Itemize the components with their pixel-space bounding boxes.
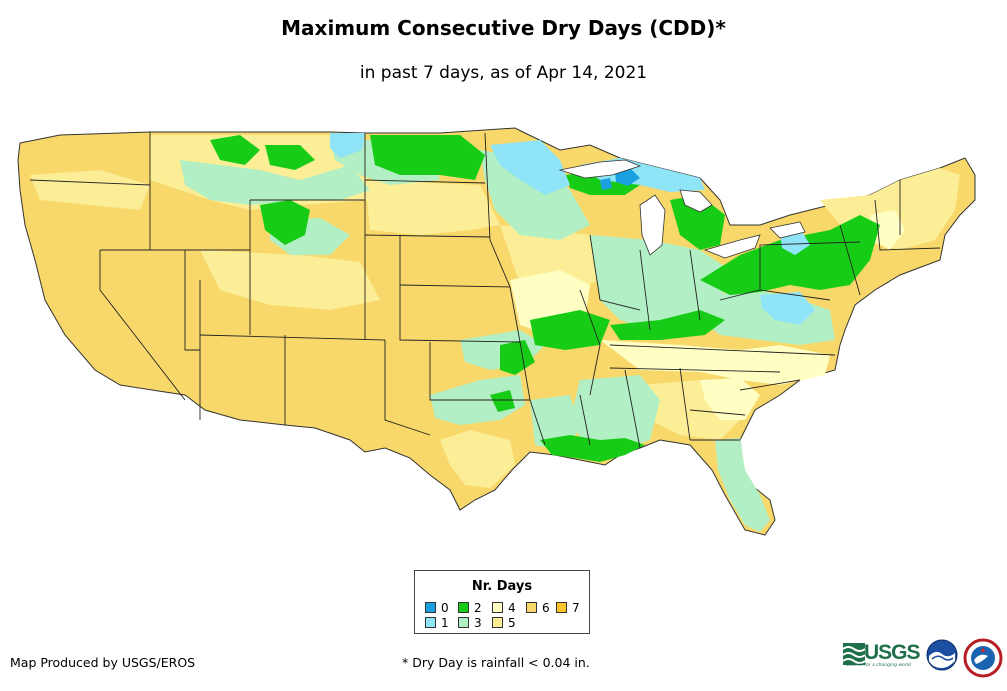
cdd-2-regions bbox=[210, 135, 880, 462]
legend-item-1: 1 bbox=[425, 617, 449, 629]
cdd-0-regions bbox=[600, 168, 640, 190]
usgs-logo-icon bbox=[843, 643, 865, 665]
legend-swatch bbox=[556, 602, 567, 613]
legend-swatch bbox=[526, 602, 537, 613]
state-boundaries bbox=[29, 132, 941, 449]
legend-item-4: 4 bbox=[492, 602, 516, 614]
noaa-logo-icon bbox=[926, 639, 958, 671]
legend-item-5: 5 bbox=[492, 617, 516, 629]
legend-item-3: 3 bbox=[458, 617, 482, 629]
us-cdd-map bbox=[17, 127, 976, 536]
legend-swatch bbox=[425, 602, 436, 613]
legend-swatch bbox=[458, 617, 469, 628]
legend: Nr. Days 0 1 2 3 4 5 6 7 bbox=[414, 570, 590, 634]
legend-swatch bbox=[425, 617, 436, 628]
usgs-logo-text: USGS bbox=[864, 641, 921, 664]
legend-label: 7 bbox=[572, 601, 580, 615]
legend-label: 0 bbox=[441, 601, 449, 615]
legend-label: 5 bbox=[508, 616, 516, 630]
legend-label: 3 bbox=[474, 616, 482, 630]
great-lakes bbox=[558, 159, 806, 259]
legend-item-6: 6 bbox=[526, 602, 550, 614]
legend-label: 2 bbox=[474, 601, 482, 615]
us-land bbox=[17, 127, 976, 536]
legend-item-2: 2 bbox=[458, 602, 482, 614]
dry-day-note: * Dry Day is rainfall < 0.04 in. bbox=[402, 655, 590, 670]
legend-swatch bbox=[492, 617, 503, 628]
nws-logo-icon bbox=[963, 638, 1003, 678]
legend-item-7: 7 bbox=[556, 602, 580, 614]
legend-item-0: 0 bbox=[425, 602, 449, 614]
map-subtitle: in past 7 days, as of Apr 14, 2021 bbox=[359, 63, 648, 83]
producer-credit: Map Produced by USGS/EROS bbox=[10, 655, 196, 670]
legend-title: Nr. Days bbox=[471, 579, 533, 594]
usgs-tagline: science for a changing world bbox=[846, 663, 911, 668]
legend-label: 1 bbox=[441, 616, 449, 630]
legend-label: 4 bbox=[508, 601, 516, 615]
legend-swatch bbox=[492, 602, 503, 613]
map-title: Maximum Consecutive Dry Days (CDD)* bbox=[281, 16, 726, 40]
legend-label: 6 bbox=[542, 601, 550, 615]
legend-swatch bbox=[458, 602, 469, 613]
